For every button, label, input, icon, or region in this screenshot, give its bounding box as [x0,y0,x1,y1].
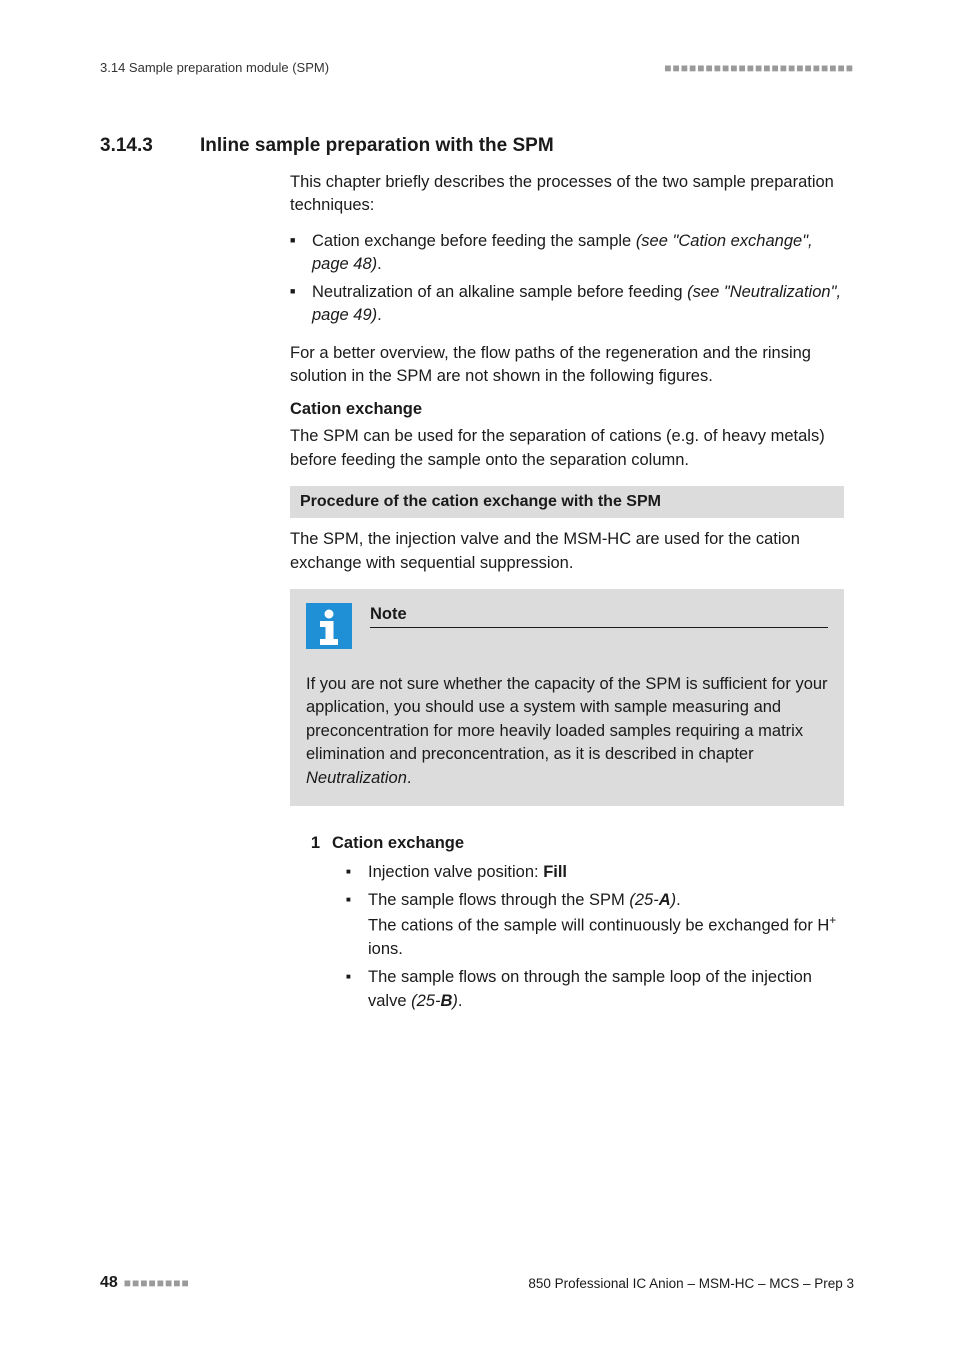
note-title: Note [370,605,828,628]
bullet-text: Injection valve position: [368,863,543,881]
running-header-left: 3.14 Sample preparation module (SPM) [100,60,329,75]
list-item: Cation exchange before feeding the sampl… [290,230,844,277]
intro-bullet-list: Cation exchange before feeding the sampl… [290,230,844,328]
overview-paragraph: For a better overview, the flow paths of… [290,342,844,389]
note-box: Note If you are not sure whether the cap… [290,589,844,806]
procedure-bar: Procedure of the cation exchange with th… [290,486,844,518]
list-item: The sample flows through the SPM (25-A).… [346,889,844,962]
running-header: 3.14 Sample preparation module (SPM) ■■■… [100,60,854,75]
note-body-ref: Neutralization [306,769,407,787]
bullet-ref: (25- [411,992,440,1010]
step-title: Cation exchange [332,834,464,853]
section-title: Inline sample preparation with the SPM [200,135,554,157]
content-column: This chapter briefly describes the proce… [290,171,844,1014]
cation-exchange-heading: Cation exchange [290,400,844,419]
header-dash-pattern: ■■■■■■■■■■■■■■■■■■■■■■■ [664,61,854,75]
intro-paragraph: This chapter briefly describes the proce… [290,171,844,218]
section-number: 3.14.3 [100,135,200,157]
note-header-row: Note [306,603,828,649]
bullet-continuation-tail: ions. [368,940,403,958]
bullet-continuation: The cations of the sample will continuou… [368,917,829,935]
cation-paragraph: The SPM can be used for the separation o… [290,425,844,472]
footer-right: 850 Professional IC Anion – MSM-HC – MCS… [528,1276,854,1291]
list-item-tail: . [377,255,382,273]
bullet-tail: . [458,992,463,1010]
footer-dash-pattern: ■■■■■■■■ [124,1276,190,1290]
page-number: 48 [100,1274,118,1292]
section-heading: 3.14.3 Inline sample preparation with th… [100,135,854,157]
note-body-tail: . [407,769,412,787]
note-body-lead: If you are not sure whether the capacity… [306,675,828,763]
bullet-ref-letter: A [659,891,671,909]
note-body: If you are not sure whether the capacity… [306,673,828,790]
step-number: 1 [302,834,320,853]
note-title-wrap: Note [370,603,828,628]
procedure-paragraph: The SPM, the injection valve and the MSM… [290,528,844,575]
page-footer: 48 ■■■■■■■■ 850 Professional IC Anion – … [100,1274,854,1292]
bullet-text: The sample flows through the SPM [368,891,629,909]
list-item-text: Cation exchange before feeding the sampl… [312,232,636,250]
step-heading: 1 Cation exchange [302,834,844,853]
bullet-bold: Fill [543,863,567,881]
list-item: Neutralization of an alkaline sample bef… [290,281,844,328]
page: 3.14 Sample preparation module (SPM) ■■■… [0,0,954,1350]
list-item-tail: . [377,306,382,324]
step-bullet-list: Injection valve position: Fill The sampl… [346,861,844,1014]
list-item-text: Neutralization of an alkaline sample bef… [312,283,687,301]
bullet-ref: (25- [629,891,658,909]
bullet-tail: . [676,891,681,909]
list-item: Injection valve position: Fill [346,861,844,885]
footer-left: 48 ■■■■■■■■ [100,1274,190,1292]
info-icon [306,603,352,649]
bullet-ref-letter: B [440,992,452,1010]
superscript: + [829,915,836,927]
list-item: The sample flows on through the sample l… [346,966,844,1014]
